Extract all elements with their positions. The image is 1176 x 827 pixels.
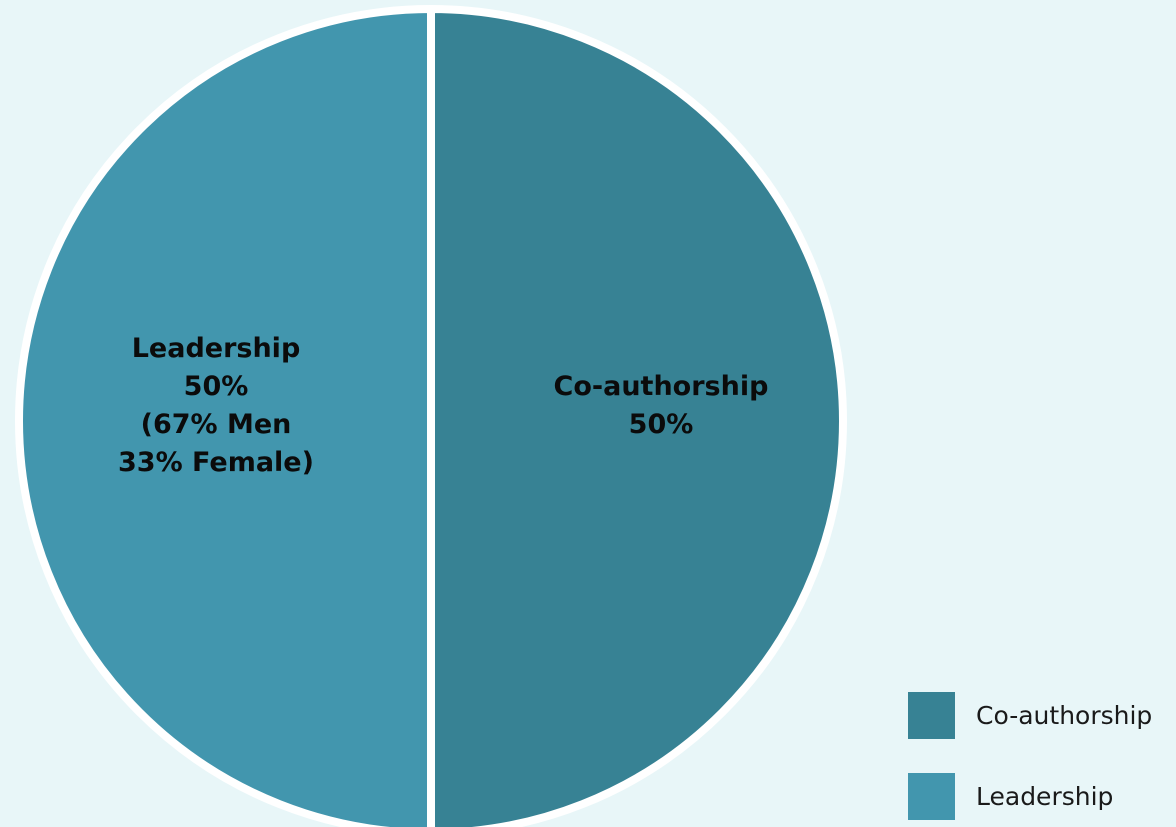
legend-label-leadership: Leadership (976, 782, 1114, 811)
slice-label-co-authorship-line-2: 50% (629, 409, 694, 440)
slice-label-leadership-line-4: 33% Female) (118, 447, 314, 478)
pie-slice-co-authorship (427, 5, 847, 827)
slice-label-leadership-line-1: Leadership (132, 333, 301, 364)
legend-label-co-authorship: Co-authorship (976, 701, 1153, 730)
slice-label-leadership-line-3: (67% Men (141, 409, 292, 440)
legend-swatch-co-authorship (908, 692, 955, 739)
legend-item-leadership: Leadership (908, 773, 1113, 820)
slice-label-leadership-line-2: 50% (184, 371, 249, 402)
legend-swatch-leadership (908, 773, 955, 820)
slice-label-co-authorship-line-1: Co-authorship (554, 371, 769, 402)
legend-item-co-authorship: Co-authorship (908, 692, 1152, 739)
pie-slice-leadership (15, 5, 435, 827)
